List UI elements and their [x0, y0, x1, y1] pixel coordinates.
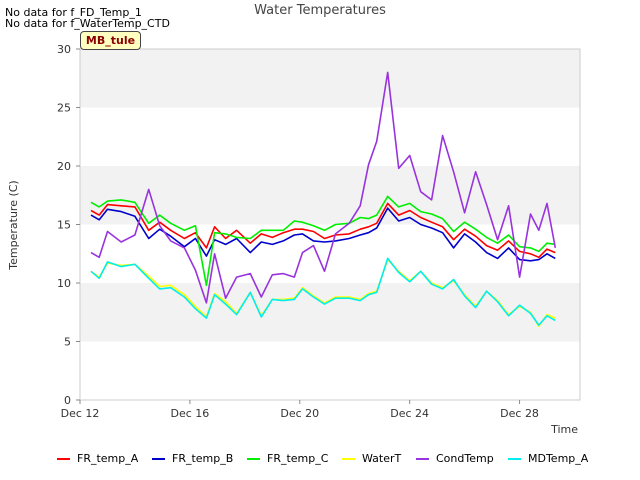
legend-swatch [416, 458, 429, 460]
grid-band [80, 49, 580, 108]
legend-label: WaterT [362, 452, 402, 465]
x-tick-label: Dec 12 [61, 407, 100, 420]
y-tick-label: 20 [57, 160, 71, 173]
y-axis-ticks: 0 5 10 15 20 25 30 [57, 43, 80, 407]
legend-label: FR_temp_A [77, 452, 139, 465]
legend-swatch [152, 458, 165, 460]
no-data-note-1: No data for f_FD_Temp_1 [5, 6, 142, 19]
grid-band [80, 107, 580, 166]
legend-label: FR_temp_C [267, 452, 329, 465]
legend-item: FR_temp_B [152, 452, 233, 470]
x-tick-label: Dec 28 [500, 407, 539, 420]
series-line-fr-temp-b [90, 207, 556, 262]
series-line-fr-temp-c [90, 195, 556, 287]
grid-band [80, 283, 580, 342]
series-line-fr-temp-a [90, 202, 556, 259]
y-tick-label: 10 [57, 277, 71, 290]
legend-label: CondTemp [436, 452, 494, 465]
y-tick-label: 5 [64, 336, 71, 349]
x-tick-label: Dec 20 [280, 407, 319, 420]
series-lines [90, 71, 557, 328]
legend-item: WaterT [342, 452, 401, 470]
legend-swatch [247, 458, 260, 460]
y-axis-label: Temperature (C) [7, 180, 20, 270]
x-tick-label: Dec 16 [170, 407, 209, 420]
grid-band [80, 166, 580, 225]
legend-swatch [57, 458, 70, 460]
x-axis-label: Time [550, 423, 578, 436]
legend-swatch [508, 458, 521, 460]
y-tick-label: 0 [64, 394, 71, 407]
grid-bands [80, 49, 580, 400]
legend-item: CondTemp [416, 452, 494, 470]
legend-item: FR_temp_A [57, 452, 138, 470]
legend-label: MDTemp_A [528, 452, 589, 465]
legend-item: MDTemp_A [508, 452, 588, 470]
legend: FR_temp_A FR_temp_B FR_temp_C WaterT CondTem… [0, 452, 640, 470]
legend-swatch [342, 458, 355, 460]
y-tick-label: 15 [57, 219, 71, 232]
x-axis-ticks: Dec 12 Dec 16 Dec 20 Dec 24 Dec 28 [61, 400, 539, 420]
site-tag: MB_tule [80, 31, 141, 50]
series-line-condtemp [90, 71, 557, 304]
y-tick-label: 25 [57, 102, 71, 115]
y-tick-label: 30 [57, 43, 71, 56]
legend-item: FR_temp_C [247, 452, 328, 470]
x-tick-label: Dec 24 [390, 407, 429, 420]
series-line-mdtemp-a [90, 257, 556, 326]
no-data-note-2: No data for f_WaterTemp_CTD [5, 17, 170, 30]
chart-title: Water Temperatures [254, 3, 386, 18]
grid-band [80, 341, 580, 400]
legend-label: FR_temp_B [172, 452, 234, 465]
